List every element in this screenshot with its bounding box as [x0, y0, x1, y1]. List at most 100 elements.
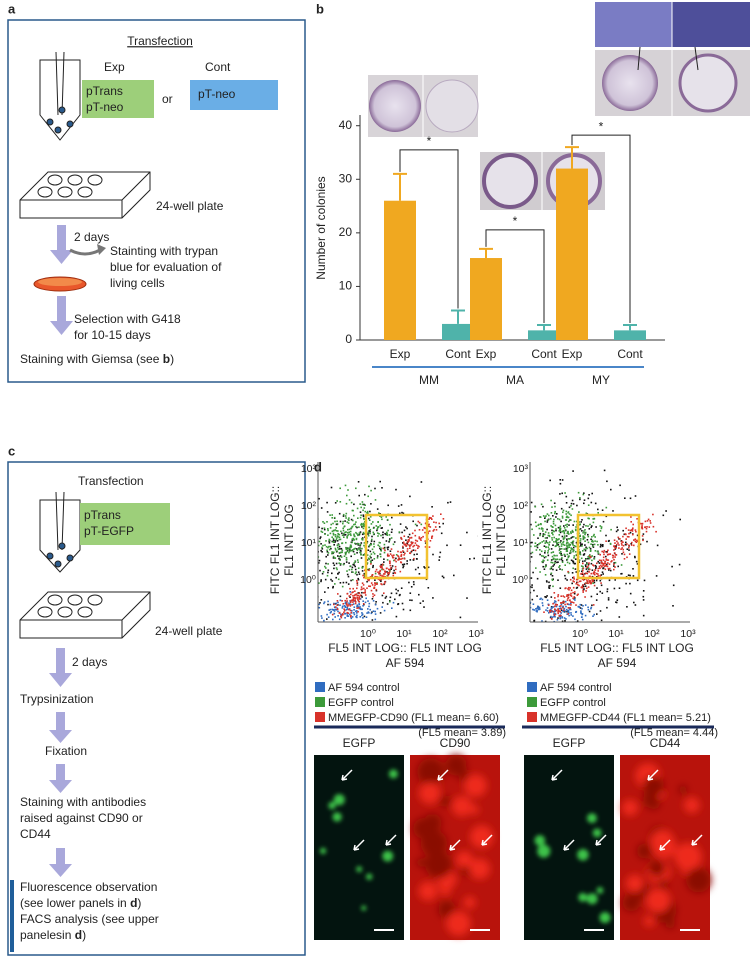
cell-dot	[323, 522, 326, 524]
cell-dot	[574, 558, 577, 560]
cell-dot	[369, 450, 371, 452]
cell-dot	[352, 596, 355, 599]
cell-blob	[419, 782, 441, 804]
cell-blob	[646, 888, 671, 913]
step-text: for 10-15 days	[74, 328, 151, 342]
cell-dot	[350, 549, 353, 552]
cell-blob	[537, 844, 551, 858]
cell-dot	[350, 579, 352, 582]
cell-dot	[588, 557, 591, 560]
cell-dot	[420, 539, 422, 541]
cell-dot	[330, 523, 332, 526]
cell-dot	[357, 517, 359, 519]
cell-dot	[614, 566, 616, 568]
cell-dot	[353, 562, 355, 564]
cell-dot	[307, 595, 309, 597]
significance-bracket	[571, 134, 631, 323]
cell-dot	[550, 608, 552, 611]
cell-dot	[587, 556, 589, 558]
cell-dot	[554, 562, 556, 564]
cell-dot	[352, 599, 355, 602]
cell-dot	[353, 548, 355, 550]
cell-dot	[606, 588, 609, 590]
cell-dot	[633, 601, 635, 604]
cell-dot	[574, 551, 577, 553]
cell-dot	[388, 572, 390, 575]
cell-dot	[520, 586, 522, 588]
group-label: MM	[419, 373, 439, 387]
cell-dot	[387, 553, 389, 556]
cell-dot	[390, 568, 392, 570]
cell-dot	[568, 538, 571, 540]
cell-dot	[357, 592, 360, 594]
cell-dot	[547, 532, 550, 534]
cell-dot	[575, 583, 578, 585]
cell-dot	[535, 567, 537, 569]
cell-dot	[393, 554, 395, 556]
cell-dot	[561, 561, 564, 563]
cell-dot	[550, 609, 552, 612]
cell-dot	[537, 607, 539, 610]
cell-dot	[370, 582, 373, 584]
cell-dot	[539, 553, 541, 556]
cell-dot	[430, 517, 432, 519]
cell-dot	[334, 616, 336, 618]
cell-blob	[685, 867, 712, 893]
cell-blob	[534, 835, 546, 846]
cell-dot	[351, 539, 354, 542]
cell-dot	[399, 570, 402, 573]
cell-dot	[623, 553, 626, 556]
cell-dot	[609, 553, 612, 555]
cell-dot	[591, 536, 593, 538]
cell-dot	[569, 549, 572, 552]
cell-dot	[365, 597, 367, 600]
cell-dot	[574, 562, 576, 565]
cell-dot	[559, 525, 562, 528]
cell-dot	[385, 540, 388, 542]
cell-dot	[453, 574, 455, 577]
cell-dot	[402, 545, 404, 548]
cell-dot	[323, 528, 326, 531]
cell-dot	[335, 537, 338, 539]
cell-dot	[419, 538, 422, 540]
cell-dot	[561, 617, 563, 619]
cell-dot	[534, 542, 537, 544]
cell-dot	[376, 557, 379, 559]
cell-dot	[389, 538, 391, 540]
cell-dot	[369, 585, 371, 588]
cell-dot	[400, 623, 402, 625]
cell-dot	[575, 537, 577, 539]
cell-dot	[406, 560, 408, 562]
cell-dot	[625, 582, 627, 585]
cell-dot	[548, 581, 550, 584]
cell-dot	[360, 553, 362, 556]
cell-dot	[587, 582, 589, 585]
cell-dot	[570, 531, 572, 533]
cell-dot	[614, 545, 617, 548]
cell-dot	[321, 548, 324, 550]
cell-dot	[466, 597, 468, 599]
cell-dot	[348, 630, 350, 632]
cell-dot	[598, 565, 601, 568]
cell-dot	[424, 567, 426, 569]
cell-dot	[544, 620, 547, 622]
cell-dot	[387, 529, 389, 532]
cell-dot	[402, 512, 405, 515]
cell-dot	[346, 623, 348, 625]
cell-dot	[607, 562, 609, 564]
cell-dot	[632, 523, 634, 526]
cell-dot	[337, 532, 339, 535]
cell-dot	[334, 547, 337, 550]
cell-dot	[586, 572, 589, 575]
cell-dot	[549, 459, 551, 461]
cell-dot	[314, 571, 316, 573]
cell-dot	[372, 531, 375, 534]
cell-dot	[348, 562, 350, 564]
cell-dot	[565, 542, 568, 545]
cell-dot	[587, 564, 590, 567]
cell-dot	[533, 589, 535, 592]
cell-dot	[327, 529, 329, 532]
cell-dot	[524, 550, 526, 552]
cell-dot	[641, 527, 644, 530]
arrow	[647, 769, 659, 781]
